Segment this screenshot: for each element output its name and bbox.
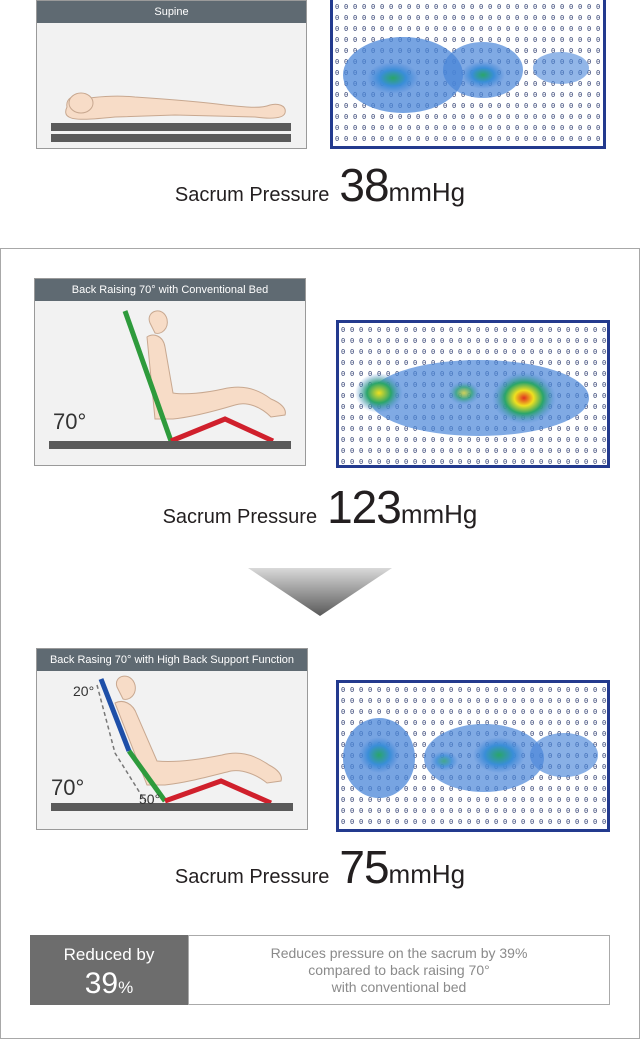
summary-note-line-1: Reduces pressure on the sacrum by 39% [270, 945, 528, 961]
reduced-unit: % [118, 978, 134, 997]
high-back-illustration: Back Rasing 70° with High Back Support F… [36, 648, 308, 830]
reduced-value-wrap: 39% [30, 967, 188, 1001]
summary-note: Reduces pressure on the sacrum by 39% co… [188, 935, 610, 1005]
high-back-figure [51, 675, 293, 811]
conventional-pressure-map: 0 [336, 320, 610, 468]
high-back-title: Back Rasing 70° with High Back Support F… [37, 649, 307, 671]
high-back-pressure-unit: mmHg [388, 859, 466, 889]
reduced-label: Reduced by [63, 945, 155, 964]
supine-heatmap-svg: 0 [333, 0, 603, 146]
supine-pressure-value: 38 [339, 159, 389, 211]
high-back-pressure-value: 75 [339, 841, 389, 893]
reduced-value: 39 [84, 967, 119, 1000]
conventional-title: Back Raising 70° with Conventional Bed [35, 279, 305, 301]
supine-pressure-label: Sacrum Pressure [174, 184, 330, 206]
conventional-angle-label: 70° [53, 409, 87, 434]
conventional-pressure-label: Sacrum Pressure [162, 506, 318, 528]
high-back-heatmap-svg: 0 [339, 683, 607, 829]
conventional-pressure-value: 123 [327, 481, 402, 533]
high-back-pressure-map: 0 [336, 680, 610, 832]
conventional-pressure-readout: Sacrum Pressure 123mmHg [0, 480, 640, 534]
supine-mattress-top [51, 123, 291, 131]
supine-pressure-unit: mmHg [388, 177, 466, 207]
conventional-heatmap-svg: 0 [339, 323, 607, 465]
high-back-angle-label: 70° [51, 775, 85, 800]
summary-note-line-2: compared to back raising 70° [308, 962, 490, 978]
high-back-lower-angle-label: 50° [139, 791, 161, 807]
high-back-pressure-label: Sacrum Pressure [174, 866, 330, 888]
summary-note-line-3: with conventional bed [331, 979, 467, 995]
supine-pressure-readout: Sacrum Pressure 38mmHg [0, 158, 640, 212]
high-back-upper-angle-label: 20° [73, 683, 95, 699]
conventional-pressure-unit: mmHg [400, 499, 478, 529]
conventional-illustration: Back Raising 70° with Conventional Bed 7… [34, 278, 306, 466]
down-arrow-icon [248, 568, 392, 616]
high-back-pressure-readout: Sacrum Pressure 75mmHg [0, 840, 640, 894]
conventional-figure [49, 310, 291, 449]
supine-pressure-map: 0 [330, 0, 606, 149]
reduced-badge: Reduced by 39% [30, 935, 188, 1005]
supine-title: Supine [37, 1, 306, 23]
supine-body-figure [65, 92, 286, 120]
supine-illustration: Supine [36, 0, 307, 149]
supine-mattress-bottom [51, 134, 291, 142]
